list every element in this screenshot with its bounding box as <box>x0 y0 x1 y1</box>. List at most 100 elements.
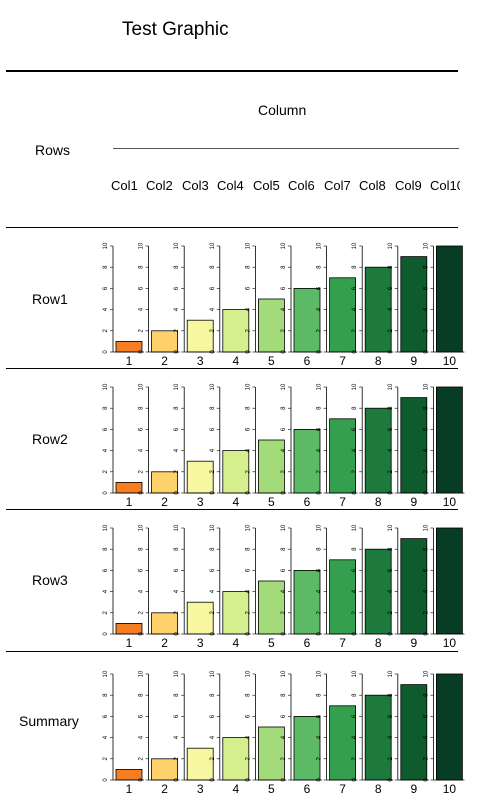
y-tick-label: 6 <box>423 568 429 572</box>
bar <box>435 527 463 635</box>
bar <box>222 309 250 353</box>
y-tick-label: 2 <box>139 469 145 473</box>
y-tick-label: 10 <box>388 670 394 677</box>
x-tick-label: 6 <box>304 782 311 796</box>
y-tick-label: 8 <box>245 693 251 697</box>
x-tick-label: 3 <box>197 636 204 650</box>
y-tick-label: 8 <box>245 547 251 551</box>
x-tick-label: 8 <box>375 495 382 509</box>
y-tick-label: 4 <box>139 448 145 452</box>
y-tick-label: 10 <box>352 242 358 249</box>
y-tick-label: 6 <box>174 714 180 718</box>
y-tick-label: 0 <box>210 778 216 782</box>
x-tick-label: 2 <box>161 782 168 796</box>
x-tick-label: 10 <box>443 782 457 796</box>
y-tick-label: 10 <box>245 670 251 677</box>
y-tick-label: 8 <box>174 406 180 410</box>
y-tick-label: 0 <box>103 778 109 782</box>
y-tick-label: 10 <box>388 524 394 531</box>
x-tick-label: 9 <box>410 636 417 650</box>
y-tick-label: 4 <box>281 448 287 452</box>
y-tick-label: 10 <box>281 524 287 531</box>
bar <box>400 538 428 635</box>
y-tick-label: 4 <box>103 307 109 311</box>
y-tick-label: 10 <box>352 524 358 531</box>
column-label: Col2 <box>146 178 173 193</box>
x-tick-label: 5 <box>268 495 275 509</box>
y-tick-label: 10 <box>317 242 323 249</box>
y-tick-label: 4 <box>174 735 180 739</box>
y-tick-label: 4 <box>245 448 251 452</box>
y-tick-label: 4 <box>388 735 394 739</box>
y-tick-label: 6 <box>388 568 394 572</box>
chart-title: Test Graphic <box>122 19 229 40</box>
bar <box>435 673 463 781</box>
y-tick-label: 6 <box>388 286 394 290</box>
y-tick-label: 2 <box>317 469 323 473</box>
bar <box>400 684 428 781</box>
y-tick-label: 0 <box>139 778 145 782</box>
y-tick-label: 0 <box>281 350 287 354</box>
y-tick-label: 4 <box>317 735 323 739</box>
y-tick-label: 10 <box>174 670 180 677</box>
y-tick-label: 0 <box>317 491 323 495</box>
y-tick-label: 2 <box>245 756 251 760</box>
y-tick-label: 8 <box>281 265 287 269</box>
y-tick-label: 4 <box>423 307 429 311</box>
bar <box>186 601 214 635</box>
y-tick-label: 10 <box>103 383 109 390</box>
x-tick-label: 10 <box>443 495 457 509</box>
y-tick-label: 4 <box>103 735 109 739</box>
y-tick-label: 6 <box>423 286 429 290</box>
bar <box>400 397 428 494</box>
y-tick-label: 2 <box>388 756 394 760</box>
x-tick-label: 1 <box>126 636 133 650</box>
x-tick-label: 8 <box>375 354 382 368</box>
column-label: Col9 <box>395 178 422 193</box>
y-tick-label: 10 <box>423 383 429 390</box>
y-tick-label: 8 <box>352 547 358 551</box>
y-tick-label: 6 <box>245 714 251 718</box>
y-tick-label: 0 <box>423 350 429 354</box>
bar <box>329 277 357 353</box>
x-tick-label: 8 <box>375 636 382 650</box>
y-tick-label: 6 <box>139 286 145 290</box>
y-tick-label: 4 <box>281 735 287 739</box>
y-tick-label: 8 <box>103 547 109 551</box>
y-tick-label: 4 <box>281 589 287 593</box>
y-tick-label: 4 <box>103 448 109 452</box>
y-tick-label: 0 <box>423 491 429 495</box>
y-tick-label: 4 <box>210 589 216 593</box>
y-tick-label: 2 <box>210 610 216 614</box>
y-tick-label: 10 <box>210 242 216 249</box>
y-tick-label: 8 <box>317 693 323 697</box>
y-tick-label: 4 <box>210 735 216 739</box>
y-tick-label: 8 <box>423 693 429 697</box>
bar <box>151 330 179 353</box>
y-tick-label: 0 <box>103 350 109 354</box>
y-tick-label: 4 <box>352 735 358 739</box>
y-tick-label: 0 <box>245 350 251 354</box>
y-tick-label: 8 <box>423 406 429 410</box>
y-tick-label: 10 <box>174 383 180 390</box>
bar <box>400 256 428 353</box>
y-tick-label: 0 <box>103 632 109 636</box>
bar <box>435 386 463 494</box>
y-tick-label: 6 <box>139 568 145 572</box>
y-tick-label: 8 <box>210 265 216 269</box>
x-tick-label: 3 <box>197 495 204 509</box>
x-tick-label: 10 <box>443 354 457 368</box>
y-tick-label: 8 <box>388 265 394 269</box>
y-tick-label: 10 <box>423 670 429 677</box>
y-tick-label: 6 <box>210 286 216 290</box>
row-separator <box>6 368 458 369</box>
y-tick-label: 8 <box>281 406 287 410</box>
y-tick-label: 0 <box>388 632 394 636</box>
y-tick-label: 4 <box>352 589 358 593</box>
y-tick-label: 6 <box>317 427 323 431</box>
y-tick-label: 0 <box>103 491 109 495</box>
y-tick-label: 6 <box>103 714 109 718</box>
y-tick-label: 2 <box>281 328 287 332</box>
x-tick-label: 3 <box>197 782 204 796</box>
y-tick-label: 8 <box>210 406 216 410</box>
